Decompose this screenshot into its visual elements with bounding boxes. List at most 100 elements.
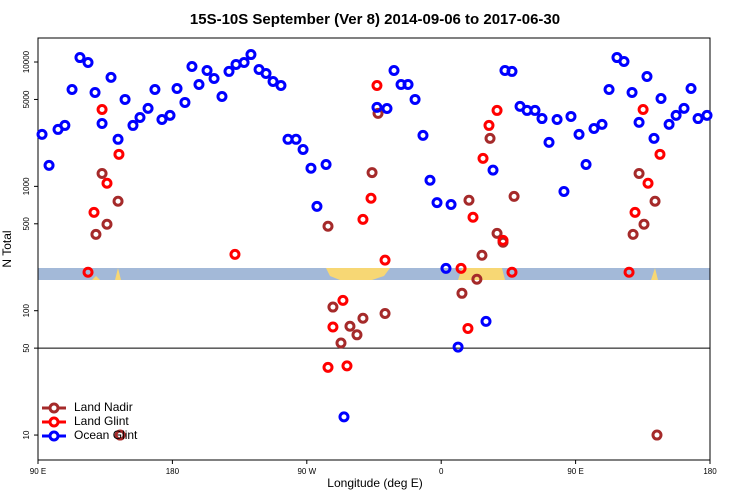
point	[297, 143, 309, 155]
y-tick-label: 5000	[22, 90, 31, 108]
point	[327, 301, 339, 313]
y-tick-label: 50	[22, 343, 31, 352]
point	[112, 195, 124, 207]
x-tick-label: 0	[439, 467, 444, 476]
point	[142, 102, 154, 114]
y-tick-label: 500	[22, 217, 31, 231]
x-tick-label: 90 E	[567, 467, 583, 476]
point	[655, 92, 667, 104]
point	[477, 152, 489, 164]
point	[641, 70, 653, 82]
point	[43, 159, 55, 171]
legend-marker	[48, 430, 60, 442]
point	[311, 200, 323, 212]
point	[573, 128, 585, 140]
point	[96, 118, 108, 130]
point	[670, 109, 682, 121]
point	[223, 65, 235, 77]
point	[471, 273, 483, 285]
point	[113, 148, 125, 160]
point	[491, 104, 503, 116]
y-tick-label: 100	[22, 303, 31, 317]
point	[476, 249, 488, 261]
x-tick-label: 90 E	[30, 467, 46, 476]
point	[558, 185, 570, 197]
legend-marker	[48, 416, 60, 428]
point	[455, 262, 467, 274]
point	[424, 174, 436, 186]
point	[379, 254, 391, 266]
point	[497, 234, 509, 246]
point	[649, 195, 661, 207]
legend-marker	[48, 402, 60, 414]
point	[371, 101, 383, 113]
point	[536, 113, 548, 125]
y-tick-label: 10	[22, 430, 31, 439]
point	[357, 312, 369, 324]
point	[431, 197, 443, 209]
point	[305, 162, 317, 174]
point	[186, 61, 198, 73]
x-tick-label: 180	[166, 467, 180, 476]
point	[626, 86, 638, 98]
point	[119, 93, 131, 105]
point	[357, 213, 369, 225]
point	[692, 113, 704, 125]
point	[372, 107, 384, 119]
legend-label: Ocean Glint	[74, 428, 138, 442]
point	[337, 294, 349, 306]
point	[134, 111, 146, 123]
point	[238, 57, 250, 69]
point	[74, 52, 86, 64]
point	[402, 79, 414, 91]
point	[452, 341, 464, 353]
point	[463, 194, 475, 206]
point	[487, 164, 499, 176]
point	[260, 67, 272, 79]
plot-frame	[37, 37, 711, 461]
point	[275, 80, 287, 92]
point	[565, 110, 577, 122]
point	[66, 84, 78, 96]
legend-label: Land Nadir	[74, 400, 133, 414]
point	[483, 119, 495, 131]
point	[341, 360, 353, 372]
point	[96, 104, 108, 116]
point	[112, 133, 124, 145]
point	[623, 266, 635, 278]
point	[322, 220, 334, 232]
point	[506, 266, 518, 278]
point	[216, 91, 228, 103]
point	[90, 228, 102, 240]
point	[82, 266, 94, 278]
point	[678, 102, 690, 114]
point	[327, 321, 339, 333]
point	[101, 218, 113, 230]
point	[506, 65, 518, 77]
land-mask	[92, 268, 658, 280]
legend-label: Land Glint	[74, 414, 129, 428]
point	[208, 72, 220, 84]
point	[344, 320, 356, 332]
point	[651, 429, 663, 441]
point	[596, 118, 608, 130]
point	[290, 133, 302, 145]
point	[491, 227, 503, 239]
point	[96, 167, 108, 179]
point	[388, 64, 400, 76]
point	[701, 109, 713, 121]
point	[445, 198, 457, 210]
point	[543, 136, 555, 148]
point	[101, 177, 113, 189]
point	[365, 192, 377, 204]
point	[467, 211, 479, 223]
point	[633, 116, 645, 128]
point	[164, 109, 176, 121]
point	[580, 158, 592, 170]
point	[440, 262, 452, 274]
point	[127, 119, 139, 131]
x-tick-label: 90 W	[297, 467, 316, 476]
point	[371, 80, 383, 92]
point	[642, 177, 654, 189]
